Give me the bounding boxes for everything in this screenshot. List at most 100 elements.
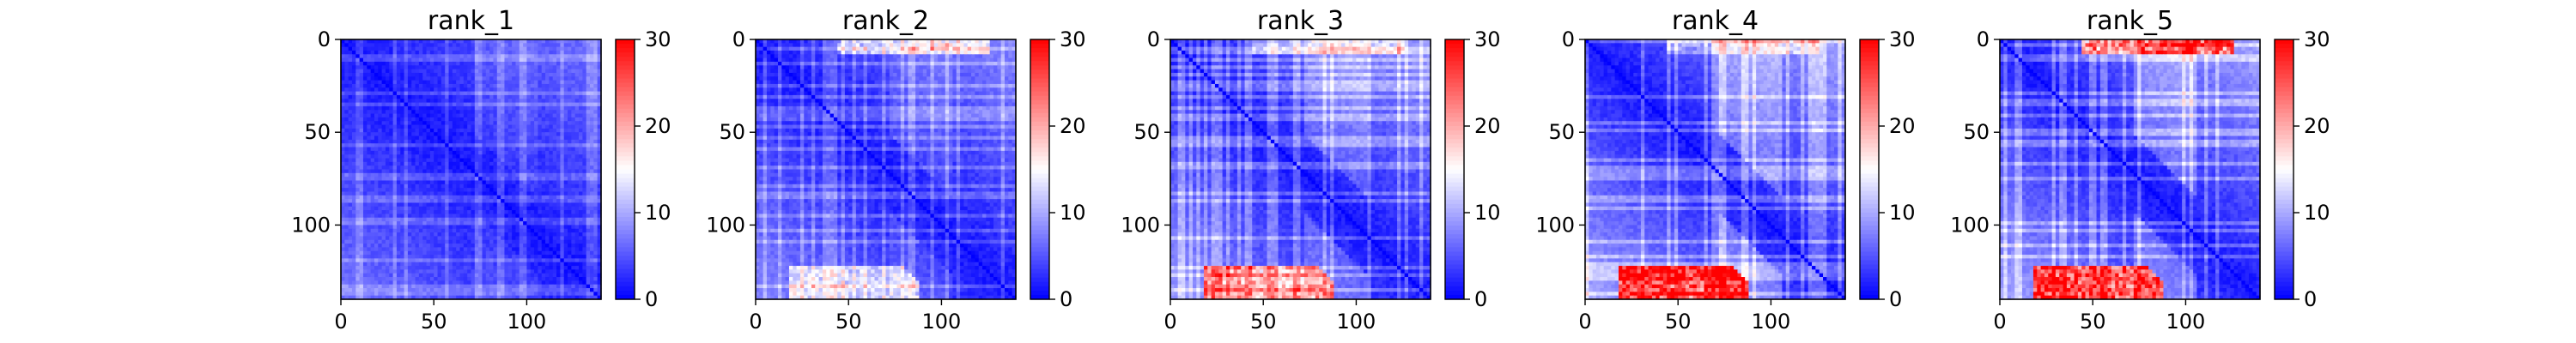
heatmap-cell <box>408 84 412 88</box>
heatmap-cell <box>400 280 404 285</box>
heatmap-cell <box>430 207 434 211</box>
heatmap-cell <box>355 110 360 114</box>
heatmap-cell <box>393 162 398 166</box>
heatmap-cell <box>538 225 542 229</box>
heatmap-cell <box>464 229 468 233</box>
heatmap-cell <box>560 125 564 129</box>
heatmap-cell <box>374 121 379 125</box>
heatmap-cell <box>363 87 368 92</box>
heatmap-cell <box>534 147 538 152</box>
heatmap-cell <box>482 151 486 155</box>
heatmap-cell <box>489 285 494 289</box>
heatmap-cell <box>355 43 360 47</box>
heatmap-cell <box>344 132 349 136</box>
heatmap-cell <box>575 81 580 85</box>
heatmap-cell <box>508 132 513 136</box>
heatmap-cell <box>427 103 431 107</box>
heatmap-cell <box>411 199 416 203</box>
heatmap-cell <box>360 165 364 170</box>
heatmap-cell <box>393 292 398 296</box>
heatmap-cell <box>542 277 546 281</box>
heatmap-cell <box>475 177 479 181</box>
heatmap-cell <box>497 62 501 66</box>
heatmap-cell <box>512 274 516 278</box>
heatmap-cell <box>497 210 501 214</box>
heatmap-cell <box>404 147 409 152</box>
heatmap-cell <box>371 277 375 281</box>
heatmap-cell <box>449 54 453 58</box>
heatmap-cell <box>363 95 368 99</box>
heatmap-cell <box>571 170 575 174</box>
heatmap-cell <box>526 114 531 118</box>
heatmap-cell <box>374 114 379 118</box>
heatmap-cell <box>549 232 553 237</box>
heatmap-cell <box>478 170 483 174</box>
heatmap-cell <box>523 277 527 281</box>
heatmap-cell <box>360 229 364 233</box>
heatmap-cell <box>456 247 460 251</box>
heatmap-cell <box>389 43 393 47</box>
heatmap-cell <box>475 292 479 296</box>
heatmap-cell <box>515 207 519 211</box>
heatmap-cell <box>523 232 527 237</box>
heatmap-cell <box>512 76 516 81</box>
heatmap-cell <box>471 92 476 96</box>
heatmap-cell <box>489 136 494 141</box>
heatmap-cell <box>515 76 519 81</box>
heatmap-cell <box>534 180 538 184</box>
heatmap-cell <box>430 54 434 58</box>
heatmap-cell <box>453 87 457 92</box>
heatmap-cell <box>404 285 409 289</box>
heatmap-cell <box>453 207 457 211</box>
colorbar-segment <box>616 204 635 209</box>
heatmap-cell <box>393 277 398 281</box>
heatmap-cell <box>501 159 505 163</box>
heatmap-cell <box>460 95 465 99</box>
heatmap-cell <box>441 207 446 211</box>
heatmap-cell <box>382 106 386 111</box>
heatmap-cell <box>504 285 508 289</box>
heatmap-cell <box>575 154 580 159</box>
heatmap-cell <box>482 54 486 58</box>
heatmap-cell <box>482 274 486 278</box>
heatmap-cell <box>434 43 438 47</box>
heatmap-cell <box>489 292 494 296</box>
heatmap-cell <box>456 251 460 256</box>
heatmap-cell <box>416 114 420 118</box>
heatmap-cell <box>593 106 598 111</box>
heatmap-cell <box>475 225 479 229</box>
heatmap-cell <box>519 214 524 218</box>
heatmap-cell <box>445 136 449 141</box>
heatmap-cell <box>568 218 572 222</box>
heatmap-cell <box>471 244 476 248</box>
heatmap-cell <box>549 58 553 63</box>
heatmap-cell <box>586 188 591 192</box>
heatmap-cell <box>545 154 550 159</box>
heatmap-cell <box>489 62 494 66</box>
heatmap-cell <box>397 147 401 152</box>
heatmap-cell <box>445 244 449 248</box>
heatmap-cell <box>352 177 356 181</box>
heatmap-cell <box>445 106 449 111</box>
heatmap-cell <box>449 262 453 267</box>
heatmap-cell <box>378 114 382 118</box>
heatmap-cell <box>344 258 349 262</box>
heatmap-cell <box>360 103 364 107</box>
heatmap-cell <box>393 47 398 51</box>
heatmap-cell <box>538 218 542 222</box>
heatmap-cell <box>344 154 349 159</box>
heatmap-cell <box>460 84 465 88</box>
heatmap-cell <box>531 151 535 155</box>
heatmap-cell <box>504 76 508 81</box>
heatmap-cell <box>355 232 360 237</box>
heatmap-cell <box>349 288 353 292</box>
heatmap-cell <box>374 266 379 270</box>
heatmap-cell <box>453 191 457 196</box>
heatmap-cell <box>489 184 494 189</box>
colorbar-segment <box>616 269 635 274</box>
heatmap-cell <box>367 269 371 274</box>
heatmap-cell <box>427 92 431 96</box>
heatmap-cell <box>360 43 364 47</box>
heatmap-cell <box>393 280 398 285</box>
heatmap-cell <box>475 184 479 189</box>
